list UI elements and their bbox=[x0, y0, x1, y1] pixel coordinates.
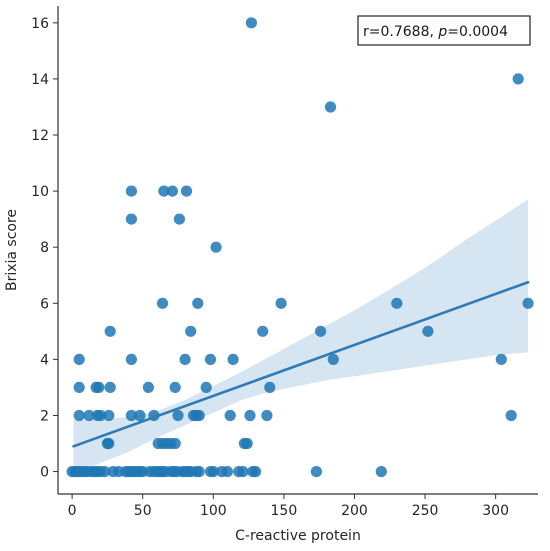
data-point bbox=[125, 213, 137, 225]
data-points-layer bbox=[66, 17, 534, 478]
data-point bbox=[173, 213, 185, 225]
x-tick-label: 100 bbox=[200, 503, 227, 519]
data-point bbox=[172, 409, 184, 422]
data-point bbox=[125, 353, 137, 365]
data-point bbox=[257, 325, 269, 337]
y-tick-label: 6 bbox=[40, 296, 49, 312]
data-point bbox=[125, 185, 137, 197]
y-tick-label: 14 bbox=[31, 72, 49, 88]
data-point bbox=[156, 297, 169, 309]
annotation-text: r=0.7688, p=0.0004 bbox=[363, 24, 508, 40]
data-point bbox=[134, 409, 146, 422]
data-point bbox=[125, 409, 137, 422]
x-tick-label: 150 bbox=[271, 503, 298, 519]
data-point bbox=[245, 17, 257, 29]
data-point bbox=[375, 466, 387, 478]
axes-layer bbox=[57, 6, 538, 495]
data-point bbox=[495, 353, 507, 365]
data-point bbox=[169, 381, 181, 393]
data-point bbox=[142, 381, 154, 393]
data-point bbox=[185, 325, 197, 337]
data-point bbox=[275, 297, 287, 309]
data-point bbox=[241, 437, 253, 450]
data-point bbox=[237, 466, 249, 478]
regression-line-layer bbox=[72, 280, 530, 448]
regression-line bbox=[72, 280, 530, 448]
data-point bbox=[261, 409, 273, 422]
data-point bbox=[169, 437, 181, 450]
x-ticks-layer: 0 50 100 150 200 250 300 bbox=[68, 494, 509, 519]
annotation-p-text: =0.0004 bbox=[447, 24, 508, 40]
data-point bbox=[250, 466, 262, 478]
data-point bbox=[227, 353, 239, 365]
data-point bbox=[158, 185, 170, 197]
data-point bbox=[512, 73, 524, 85]
x-tick-label: 300 bbox=[482, 503, 509, 519]
data-point bbox=[99, 466, 111, 478]
data-point bbox=[315, 325, 327, 337]
data-point bbox=[224, 409, 236, 422]
correlation-annotation: r=0.7688, p=0.0004 bbox=[357, 15, 531, 46]
data-point bbox=[310, 466, 322, 478]
data-point bbox=[207, 466, 219, 478]
y-tick-label: 12 bbox=[31, 128, 49, 144]
data-point bbox=[73, 381, 85, 393]
y-axis-label: Brixia score bbox=[4, 209, 20, 291]
annotation-p-symbol: p bbox=[437, 24, 447, 40]
data-point bbox=[505, 409, 517, 422]
data-point bbox=[422, 325, 434, 337]
data-point bbox=[179, 353, 191, 365]
y-tick-label: 10 bbox=[31, 184, 49, 200]
data-point bbox=[104, 381, 116, 393]
y-tick-label: 8 bbox=[40, 240, 49, 256]
x-tick-label: 0 bbox=[68, 503, 77, 519]
data-point bbox=[192, 297, 204, 309]
data-point bbox=[204, 353, 217, 365]
data-point bbox=[327, 353, 339, 365]
x-tick-label: 200 bbox=[341, 503, 368, 519]
data-point bbox=[94, 409, 106, 422]
data-point bbox=[103, 437, 115, 450]
y-tick-label: 2 bbox=[40, 408, 49, 424]
y-tick-label: 4 bbox=[40, 352, 49, 368]
data-point bbox=[103, 409, 115, 422]
data-point bbox=[244, 409, 256, 422]
data-point bbox=[73, 409, 85, 422]
x-axis-label: C-reactive protein bbox=[235, 528, 361, 544]
data-point bbox=[166, 185, 178, 197]
x-tick-label: 250 bbox=[412, 503, 439, 519]
data-point bbox=[221, 466, 233, 478]
y-tick-label: 16 bbox=[31, 16, 49, 32]
data-point bbox=[104, 325, 116, 337]
data-point bbox=[93, 381, 105, 393]
annotation-box bbox=[357, 15, 531, 46]
data-point bbox=[180, 185, 193, 197]
data-point bbox=[391, 297, 403, 309]
annotation-r-text: r=0.7688, bbox=[363, 24, 438, 40]
data-point bbox=[73, 353, 85, 365]
x-tick-label: 50 bbox=[134, 503, 152, 519]
data-point bbox=[193, 466, 205, 478]
data-point bbox=[522, 297, 534, 309]
data-point bbox=[264, 381, 276, 393]
y-ticks-layer: 0 2 4 6 8 10 12 14 16 bbox=[31, 16, 58, 481]
data-point bbox=[193, 409, 205, 422]
confidence-band bbox=[73, 199, 529, 473]
data-point bbox=[210, 241, 222, 253]
confidence-band-layer bbox=[73, 199, 529, 473]
y-tick-label: 0 bbox=[40, 465, 49, 481]
data-point bbox=[324, 101, 337, 113]
data-point bbox=[83, 409, 95, 422]
data-point bbox=[200, 381, 212, 393]
